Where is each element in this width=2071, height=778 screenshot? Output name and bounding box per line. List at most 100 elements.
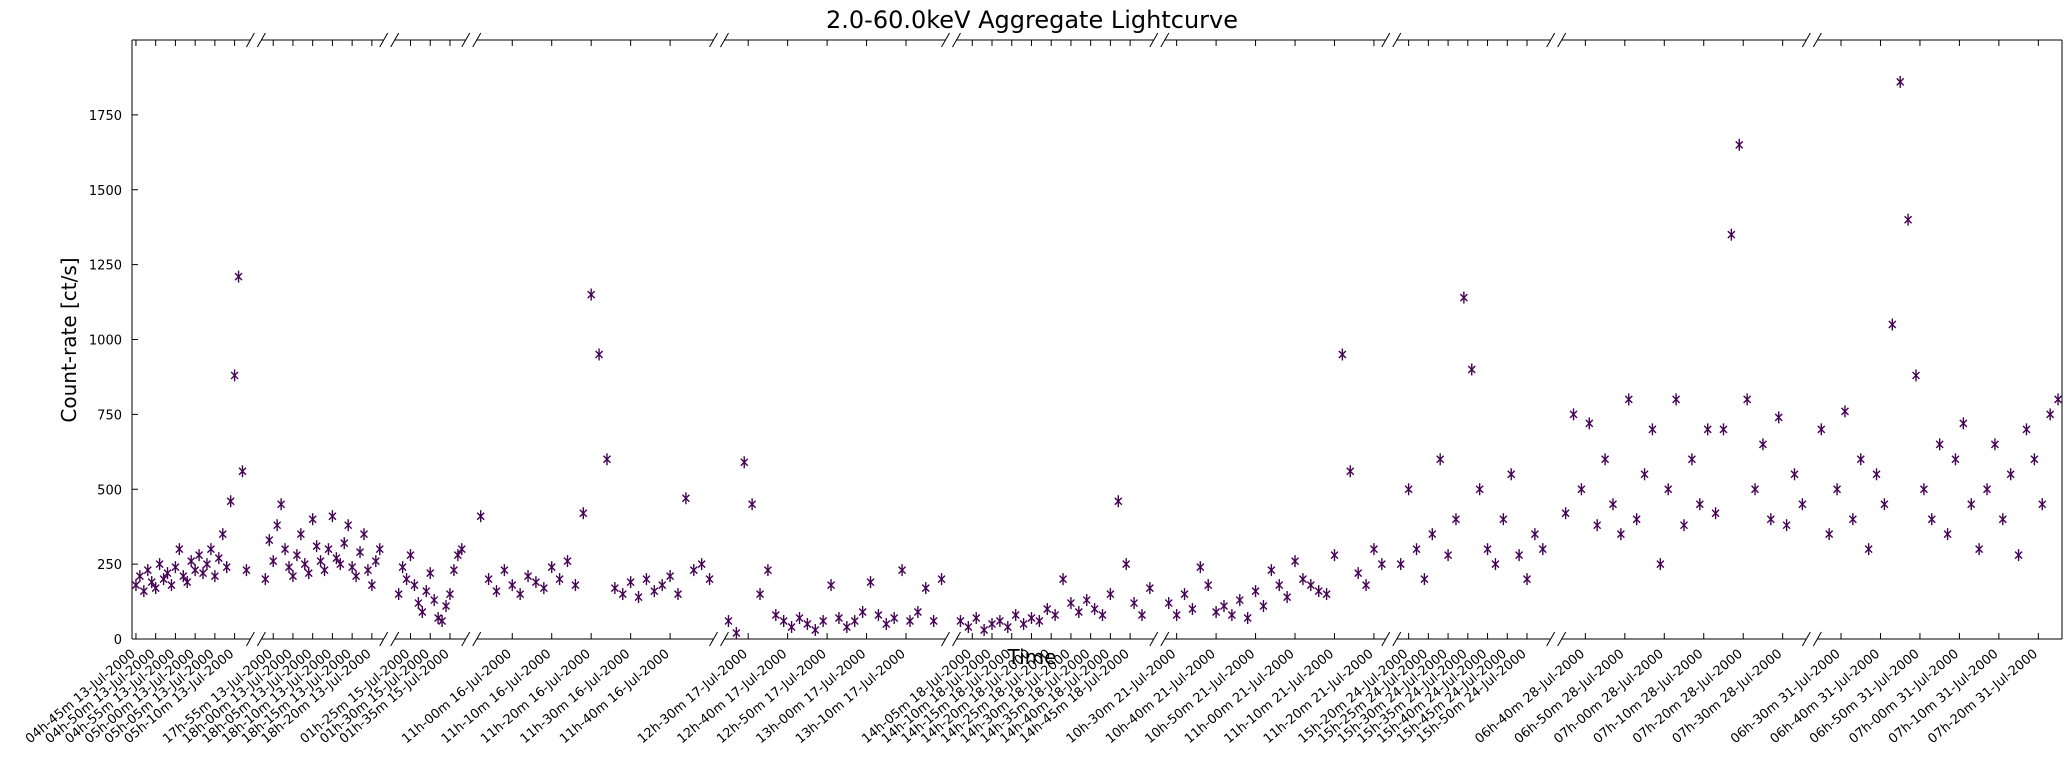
data-point bbox=[524, 570, 533, 583]
data-point bbox=[438, 615, 447, 628]
break-mark bbox=[390, 631, 400, 647]
data-point bbox=[410, 579, 419, 592]
data-point bbox=[1196, 561, 1205, 574]
data-point bbox=[595, 348, 604, 361]
data-point bbox=[827, 579, 836, 592]
data-point bbox=[811, 624, 820, 637]
data-point bbox=[681, 492, 690, 505]
data-point bbox=[398, 561, 407, 574]
y-tick-label: 0 bbox=[114, 633, 122, 648]
data-point bbox=[1687, 453, 1696, 466]
data-point bbox=[988, 618, 997, 631]
data-point bbox=[666, 570, 675, 583]
break-mark bbox=[720, 631, 729, 647]
data-point bbox=[587, 288, 596, 301]
data-point bbox=[882, 618, 891, 631]
break-mark bbox=[1149, 32, 1159, 48]
data-point bbox=[1059, 573, 1068, 586]
data-point bbox=[476, 510, 485, 523]
break-mark bbox=[1381, 631, 1391, 647]
data-point bbox=[175, 543, 184, 556]
data-point bbox=[1935, 438, 1944, 451]
data-point bbox=[500, 564, 509, 577]
data-point bbox=[803, 618, 812, 631]
data-point bbox=[516, 588, 525, 601]
data-point bbox=[296, 528, 305, 541]
break-mark bbox=[256, 32, 266, 48]
data-point bbox=[206, 543, 215, 556]
data-point bbox=[1515, 549, 1524, 562]
data-point bbox=[2022, 423, 2031, 436]
data-point bbox=[214, 552, 223, 565]
data-point bbox=[1227, 609, 1236, 622]
data-point bbox=[218, 528, 227, 541]
data-point bbox=[1640, 468, 1649, 481]
data-point bbox=[1377, 558, 1386, 571]
break-mark bbox=[1160, 631, 1170, 647]
data-point bbox=[1145, 582, 1154, 595]
data-point bbox=[763, 564, 772, 577]
data-point bbox=[1664, 483, 1673, 496]
data-point bbox=[1137, 609, 1146, 622]
data-point bbox=[308, 513, 317, 526]
break-mark bbox=[379, 631, 389, 647]
data-point bbox=[1172, 609, 1181, 622]
y-tick-label: 1000 bbox=[89, 334, 122, 349]
data-point bbox=[1672, 393, 1681, 406]
break-mark bbox=[1801, 32, 1811, 48]
data-point bbox=[874, 609, 883, 622]
data-point bbox=[1624, 393, 1633, 406]
data-point bbox=[689, 564, 698, 577]
data-point bbox=[261, 573, 270, 586]
data-point bbox=[1003, 621, 1012, 634]
data-point bbox=[1114, 495, 1123, 508]
data-point bbox=[418, 606, 427, 619]
data-point bbox=[1459, 291, 1468, 304]
break-mark bbox=[1546, 631, 1556, 647]
data-point bbox=[508, 579, 517, 592]
data-point bbox=[1164, 597, 1173, 610]
data-point bbox=[1122, 558, 1131, 571]
data-point bbox=[1451, 513, 1460, 526]
data-point bbox=[1404, 483, 1413, 496]
data-point bbox=[1243, 612, 1252, 625]
data-point bbox=[1904, 213, 1913, 226]
data-point bbox=[285, 561, 294, 574]
break-mark bbox=[461, 32, 471, 48]
data-point bbox=[292, 549, 301, 562]
break-mark bbox=[461, 631, 471, 647]
data-point bbox=[324, 543, 333, 556]
break-mark bbox=[390, 32, 400, 48]
data-point bbox=[430, 594, 439, 607]
data-point bbox=[226, 495, 235, 508]
data-point bbox=[563, 555, 572, 568]
break-mark bbox=[709, 32, 718, 48]
data-point bbox=[1019, 618, 1028, 631]
data-point bbox=[1695, 498, 1704, 511]
data-point bbox=[179, 570, 188, 583]
data-point bbox=[1751, 483, 1760, 496]
data-point bbox=[1864, 543, 1873, 556]
data-point bbox=[1530, 528, 1539, 541]
data-point bbox=[2006, 468, 2015, 481]
data-point bbox=[210, 570, 219, 583]
data-point bbox=[359, 528, 368, 541]
data-point bbox=[1066, 597, 1075, 610]
data-point bbox=[1219, 600, 1228, 613]
data-point bbox=[1951, 453, 1960, 466]
data-point bbox=[1593, 519, 1602, 532]
data-point bbox=[1719, 423, 1728, 436]
break-mark bbox=[472, 631, 482, 647]
data-point bbox=[1833, 483, 1842, 496]
data-point bbox=[1608, 498, 1617, 511]
data-point bbox=[367, 579, 376, 592]
data-point bbox=[1035, 615, 1044, 628]
data-point bbox=[394, 588, 403, 601]
data-point bbox=[929, 615, 938, 628]
data-point bbox=[1499, 513, 1508, 526]
data-point bbox=[1027, 612, 1036, 625]
data-point bbox=[531, 576, 540, 589]
break-mark bbox=[941, 32, 950, 48]
data-point bbox=[277, 498, 286, 511]
